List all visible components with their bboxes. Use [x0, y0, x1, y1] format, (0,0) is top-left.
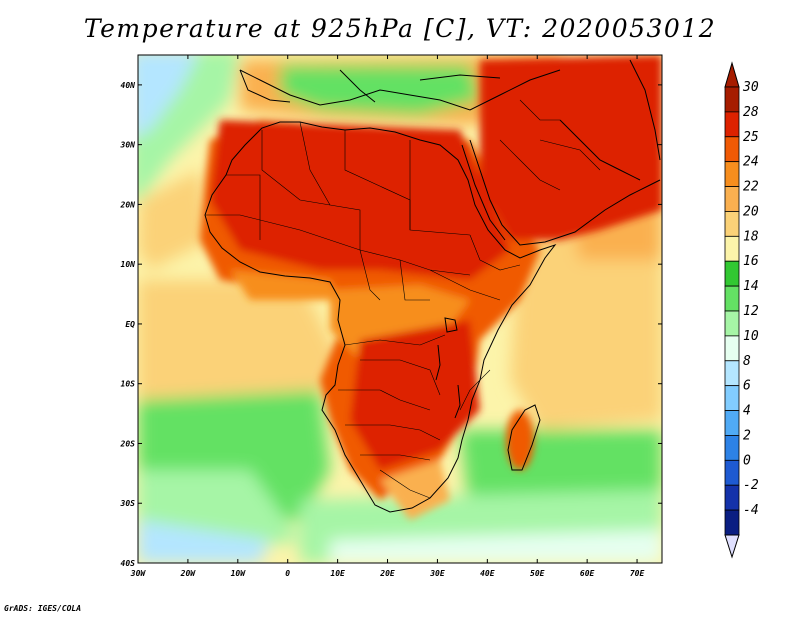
lon-axis: 30W 20W 10W 0 10E 20E 30E 40E 50E 60E 70E — [130, 55, 645, 578]
lat-tick-label: 30N — [120, 141, 136, 150]
colorbar-under-arrow — [724, 534, 740, 559]
lat-tick-label: 20N — [120, 200, 136, 209]
south-africa-coast — [380, 460, 450, 520]
lat-tick-label: 40N — [121, 81, 136, 90]
lat-axis: 40N 30N 20N 10N EQ 10S 20S 30S 40S — [120, 81, 662, 568]
canary-current — [138, 170, 210, 270]
plot-frame — [137, 54, 663, 564]
colorbar-label: 30 — [742, 80, 759, 95]
lat-tick-label: 10N — [121, 260, 136, 269]
tropical-ocean — [138, 280, 340, 420]
lake-victoria — [444, 317, 458, 333]
colorbar-label: 6 — [743, 379, 751, 394]
colorbar-label: 12 — [743, 304, 759, 319]
colorbar-swatch — [724, 260, 740, 287]
colorbar-label: 4 — [743, 404, 751, 419]
north-atlantic-cold — [138, 55, 198, 136]
lat-tick-label: 40S — [121, 559, 136, 568]
country-borders — [205, 99, 601, 499]
arabia-coastline — [469, 139, 661, 246]
india-coast — [629, 59, 661, 161]
colorbar-label: 10 — [743, 329, 759, 344]
europe-coastline — [239, 69, 561, 111]
colorbar-swatch — [724, 410, 740, 436]
madagascar-field — [506, 410, 534, 470]
lake-tanganyika — [435, 344, 441, 381]
field-layer — [138, 55, 662, 563]
colorbar-swatch — [724, 86, 740, 113]
red-sea-coast — [461, 144, 506, 241]
lon-tick-label: 20W — [180, 569, 197, 578]
africa-coastline — [204, 121, 557, 513]
colorbar-label: 18 — [743, 229, 759, 244]
guinea-coast — [230, 270, 340, 300]
colorbar-label: -2 — [743, 478, 759, 493]
lat-tick-label: 10S — [121, 380, 136, 389]
colorbar-swatch — [724, 360, 740, 387]
colorbar-label: 22 — [743, 180, 759, 195]
colorbar-swatch — [724, 335, 740, 362]
colorbar-swatch — [724, 211, 740, 237]
colorbar-swatch — [724, 186, 740, 212]
colorbar-swatch — [724, 385, 740, 411]
lat-tick-label: 30S — [120, 499, 136, 508]
colorbar-swatch — [724, 161, 740, 187]
colorbar-swatch — [724, 111, 740, 138]
colorbar-label: 8 — [743, 354, 751, 369]
colorbar-label: 28 — [743, 105, 759, 120]
colorbar-label: 16 — [743, 254, 759, 269]
colorbar-swatch — [724, 509, 740, 536]
colorbar-label: 0 — [743, 453, 751, 468]
lon-tick-label: 40E — [480, 569, 495, 578]
southern-ocean-blue — [330, 530, 662, 563]
lat-tick-label: EQ — [125, 320, 135, 329]
colorbar-over-arrow — [724, 61, 740, 88]
colorbar-label: 20 — [743, 204, 759, 219]
lon-tick-label: 20E — [379, 569, 395, 578]
lon-tick-label: 10W — [231, 569, 247, 578]
sahara-hot — [210, 120, 510, 280]
colorbar-swatch — [724, 459, 740, 486]
lon-tick-label: 60E — [580, 569, 595, 578]
lon-tick-label: 0 — [285, 569, 290, 578]
colorbar-swatch — [724, 484, 740, 511]
lon-tick-label: 30W — [130, 569, 147, 578]
colorbar-swatch — [724, 310, 740, 337]
southern-africa-hot — [350, 320, 480, 470]
credit-label: GrADS: IGES/COLA — [4, 604, 82, 613]
iberia-coast — [239, 69, 291, 103]
land-temperature — [200, 55, 662, 520]
colorbar-label: -4 — [743, 503, 759, 518]
lon-tick-label: 10E — [330, 569, 345, 578]
colorbar-label: 14 — [743, 279, 759, 294]
colorbar-label: 24 — [743, 155, 759, 170]
persian-gulf-coast — [559, 119, 641, 181]
south-atlantic-blue — [138, 520, 270, 563]
coastlines — [204, 59, 661, 513]
colorbar-label: 25 — [743, 130, 759, 145]
lake-malawi — [454, 384, 461, 419]
madagascar-coastline — [507, 404, 541, 471]
lon-tick-label: 30E — [429, 569, 445, 578]
lon-tick-label: 70E — [630, 569, 645, 578]
chart-title: Temperature at 925hPa [C], VT: 202005301… — [83, 14, 717, 43]
colorbar-swatch — [724, 285, 740, 312]
turkey-coast — [419, 74, 501, 81]
colorbar-swatch — [724, 136, 740, 163]
lat-tick-label: 20S — [120, 439, 136, 448]
colorbar-swatch — [724, 235, 740, 262]
colorbar-label: 2 — [743, 428, 751, 443]
colorbar-swatch — [724, 435, 740, 461]
lon-tick-label: 50E — [530, 569, 545, 578]
italy-coast — [339, 69, 376, 103]
